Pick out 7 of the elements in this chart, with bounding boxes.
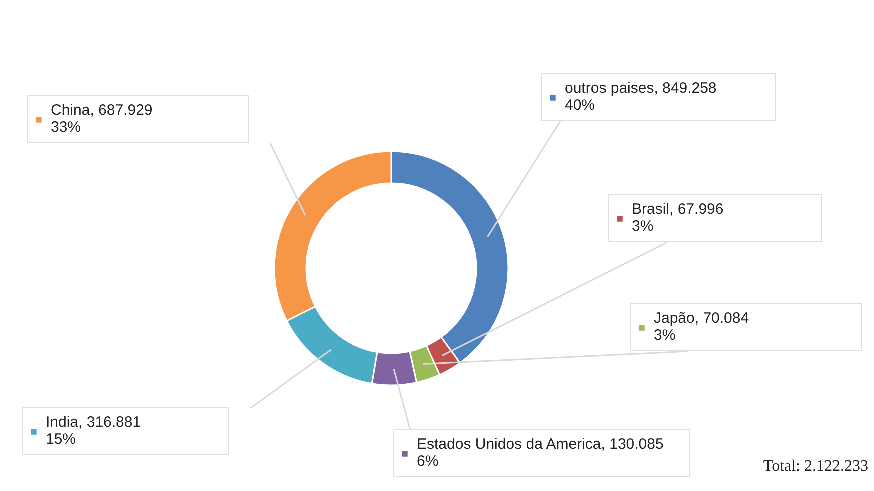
legend-label: Brasil, 67.996 3% [632, 201, 725, 235]
text: Total: 2.122.233 [763, 458, 868, 475]
legend-label: India, 316.881 15% [46, 414, 142, 448]
legend-label: Estados Unidos da America, 130.085 6% [417, 436, 665, 470]
legend-label: outros paises, 849.258 40% [565, 80, 718, 114]
legend-label: Japão, 70.084 3% [654, 310, 750, 344]
legend-label: China, 687.929 33% [51, 102, 154, 136]
